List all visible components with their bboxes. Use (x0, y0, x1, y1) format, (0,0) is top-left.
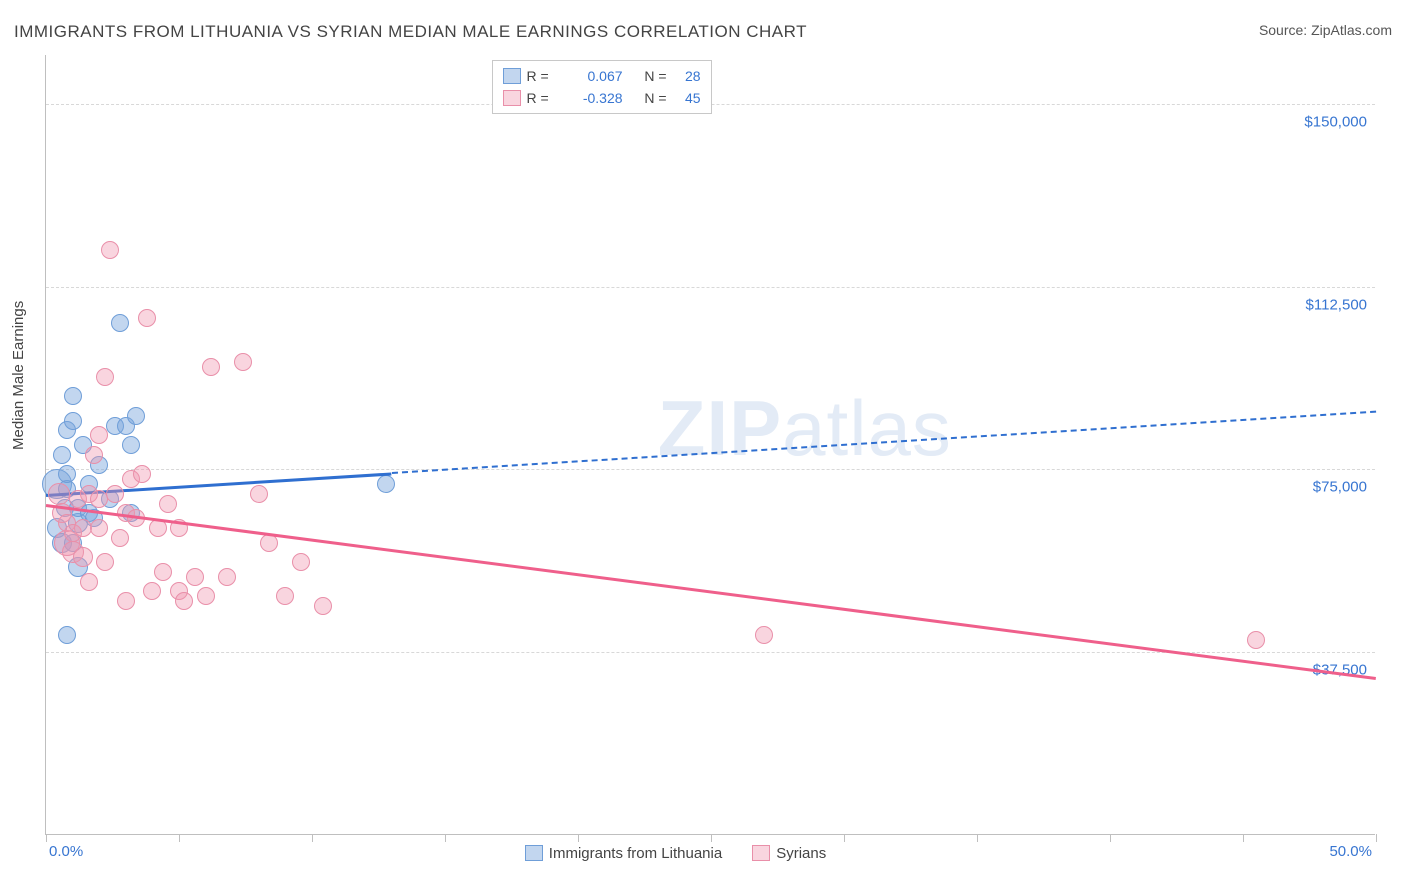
data-point-lithuania (58, 626, 76, 644)
source-credit: Source: ZipAtlas.com (1259, 22, 1392, 38)
data-point-syrians (117, 592, 135, 610)
data-point-syrians (250, 485, 268, 503)
data-point-syrians (85, 446, 103, 464)
data-point-syrians (186, 568, 204, 586)
data-point-syrians (106, 485, 124, 503)
x-tick (578, 834, 579, 842)
legend-swatch (525, 845, 543, 861)
data-point-syrians (292, 553, 310, 571)
n-label: N = (623, 87, 667, 109)
n-value: 28 (667, 65, 701, 87)
legend-swatch (752, 845, 770, 861)
r-value: 0.067 (561, 65, 623, 87)
data-point-syrians (90, 519, 108, 537)
x-tick (844, 834, 845, 842)
correlation-legend: R =0.067N =28R =-0.328N =45 (492, 60, 712, 114)
data-point-lithuania (64, 412, 82, 430)
series-legend-label: Syrians (776, 845, 826, 862)
x-tick-label: 50.0% (1329, 843, 1372, 860)
data-point-lithuania (64, 387, 82, 405)
r-value: -0.328 (561, 87, 623, 109)
y-tick-label: $112,500 (1306, 296, 1367, 313)
data-point-syrians (159, 495, 177, 513)
data-point-syrians (80, 573, 98, 591)
data-point-lithuania (377, 475, 395, 493)
data-point-syrians (101, 241, 119, 259)
trendline-lithuania-dashed (392, 411, 1376, 474)
series-legend-item: Syrians (752, 845, 826, 862)
data-point-syrians (276, 587, 294, 605)
n-value: 45 (667, 87, 701, 109)
x-tick (1376, 834, 1377, 842)
r-label: R = (527, 65, 561, 87)
x-tick (179, 834, 180, 842)
chart-plot-area: $37,500$75,000$112,500$150,0000.0%50.0%Z… (45, 55, 1375, 835)
series-legend: Immigrants from Lithuania Syrians (525, 845, 856, 862)
data-point-syrians (314, 597, 332, 615)
x-tick (46, 834, 47, 842)
data-point-syrians (111, 529, 129, 547)
legend-swatch (503, 68, 521, 84)
data-point-syrians (73, 547, 93, 567)
data-point-syrians (96, 553, 114, 571)
data-point-syrians (90, 426, 108, 444)
data-point-syrians (154, 563, 172, 581)
data-point-syrians (175, 592, 193, 610)
legend-swatch (503, 90, 521, 106)
data-point-syrians (202, 358, 220, 376)
data-point-lithuania (111, 314, 129, 332)
correlation-legend-row: R =-0.328N =45 (503, 87, 701, 109)
y-tick-label: $75,000 (1313, 479, 1367, 496)
data-point-syrians (218, 568, 236, 586)
data-point-lithuania (122, 436, 140, 454)
series-legend-item: Immigrants from Lithuania (525, 845, 722, 862)
data-point-syrians (1247, 631, 1265, 649)
data-point-syrians (90, 490, 108, 508)
data-point-syrians (755, 626, 773, 644)
data-point-syrians (143, 582, 161, 600)
watermark: ZIPatlas (658, 383, 952, 474)
data-point-syrians (197, 587, 215, 605)
x-tick-label: 0.0% (49, 843, 83, 860)
x-tick (312, 834, 313, 842)
data-point-syrians (133, 465, 151, 483)
source-label: Source: (1259, 22, 1311, 38)
y-axis-label: Median Male Earnings (10, 301, 27, 450)
data-point-lithuania (58, 465, 76, 483)
data-point-syrians (138, 309, 156, 327)
data-point-syrians (96, 368, 114, 386)
gridline (46, 469, 1375, 470)
x-tick (1243, 834, 1244, 842)
y-tick-label: $150,000 (1304, 113, 1367, 130)
data-point-syrians (234, 353, 252, 371)
chart-title: IMMIGRANTS FROM LITHUANIA VS SYRIAN MEDI… (14, 22, 807, 42)
x-tick (1110, 834, 1111, 842)
series-legend-label: Immigrants from Lithuania (549, 845, 722, 862)
data-point-syrians (48, 483, 70, 505)
x-tick (445, 834, 446, 842)
x-tick (977, 834, 978, 842)
n-label: N = (623, 65, 667, 87)
r-label: R = (527, 87, 561, 109)
correlation-legend-row: R =0.067N =28 (503, 65, 701, 87)
data-point-lithuania (127, 407, 145, 425)
source-value: ZipAtlas.com (1311, 22, 1392, 38)
data-point-lithuania (53, 446, 71, 464)
x-tick (711, 834, 712, 842)
gridline (46, 287, 1375, 288)
